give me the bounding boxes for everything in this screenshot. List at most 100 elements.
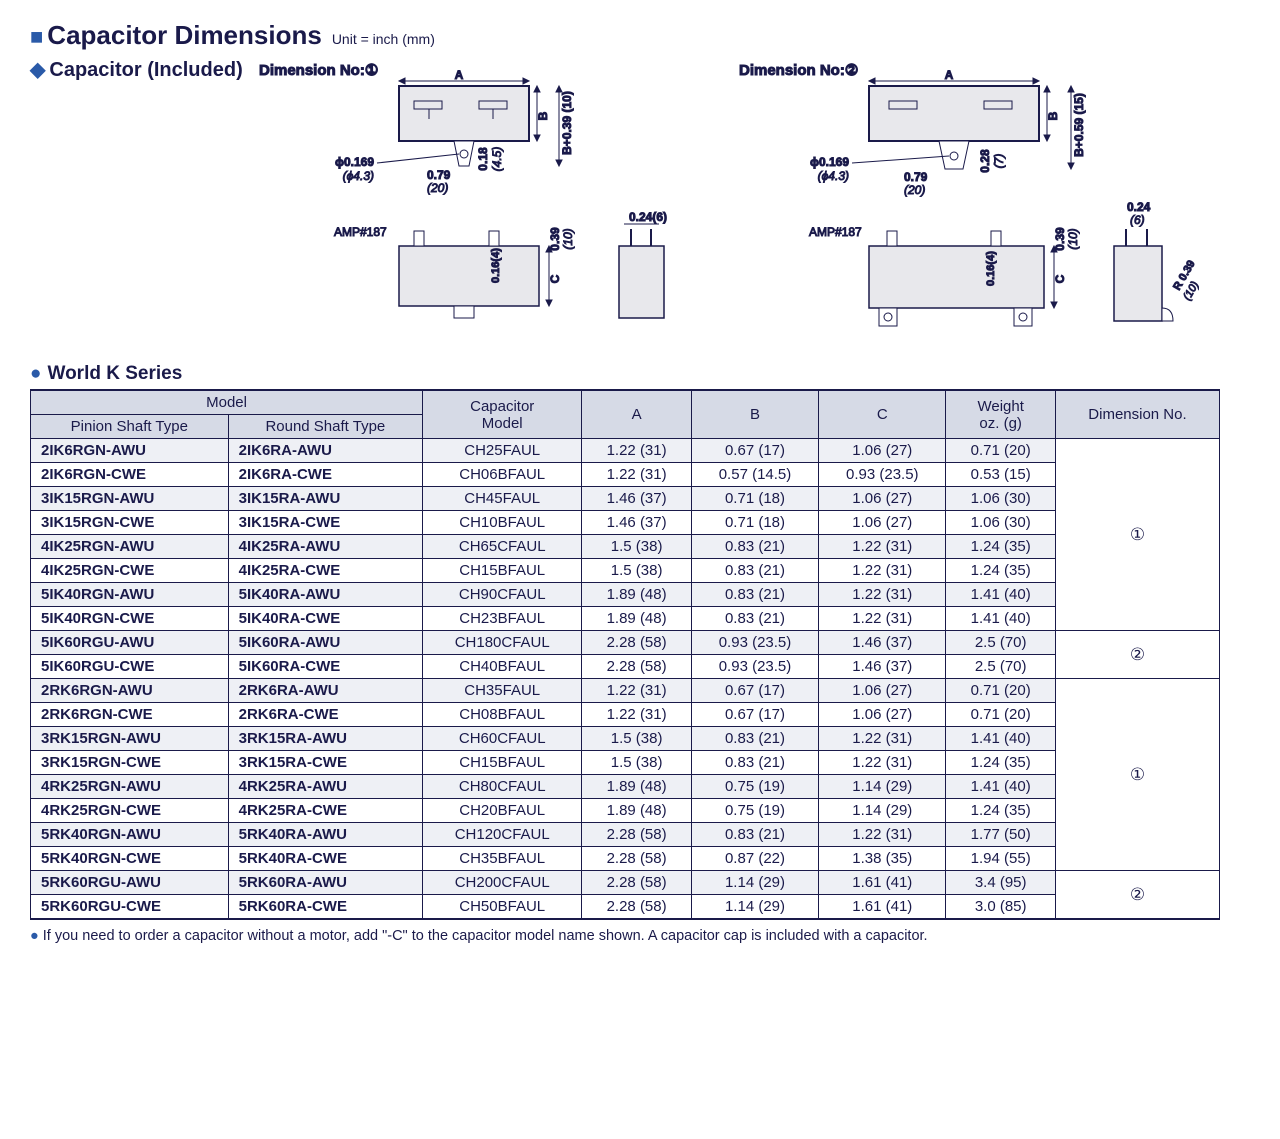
cell-a: 2.28 (58) (582, 847, 692, 871)
th-pinion: Pinion Shaft Type (31, 415, 229, 439)
svg-text:AMP#187: AMP#187 (809, 225, 862, 239)
svg-text:B: B (536, 111, 550, 120)
table-row: 4IK25RGN-AWU 4IK25RA-AWU CH65CFAUL 1.5 (… (31, 535, 1220, 559)
cell-round: 5IK40RA-AWU (228, 583, 422, 607)
cell-round: 2RK6RA-CWE (228, 703, 422, 727)
cell-w: 1.41 (40) (946, 775, 1056, 799)
th-c: C (819, 390, 946, 439)
cell-w: 1.41 (40) (946, 727, 1056, 751)
svg-text:0.16(4): 0.16(4) (985, 251, 997, 286)
svg-text:B: B (1046, 111, 1060, 120)
cell-pinion: 5IK40RGN-CWE (31, 607, 229, 631)
cell-pinion: 2IK6RGN-AWU (31, 439, 229, 463)
diagram-row: Dimension No:① A B B+0.39 ( (259, 61, 1199, 341)
cell-a: 1.46 (37) (582, 487, 692, 511)
cell-cap: CH23BFAUL (423, 607, 582, 631)
cell-round: 5RK40RA-AWU (228, 823, 422, 847)
cell-pinion: 5IK60RGU-CWE (31, 655, 229, 679)
cell-w: 1.06 (30) (946, 511, 1056, 535)
svg-text:C: C (1053, 274, 1067, 283)
cell-b: 0.87 (22) (691, 847, 818, 871)
dimension-drawing-2: Dimension No:② A B B+0.59 (15) ϕ0.169 (ϕ… (739, 61, 1199, 341)
cell-w: 1.77 (50) (946, 823, 1056, 847)
cell-pinion: 3IK15RGN-CWE (31, 511, 229, 535)
cell-pinion: 5IK60RGU-AWU (31, 631, 229, 655)
cell-round: 4RK25RA-CWE (228, 799, 422, 823)
cell-round: 2RK6RA-AWU (228, 679, 422, 703)
table-row: 5RK40RGN-AWU 5RK40RA-AWU CH120CFAUL 2.28… (31, 823, 1220, 847)
cell-cap: CH35FAUL (423, 679, 582, 703)
cell-a: 1.22 (31) (582, 679, 692, 703)
cell-b: 1.14 (29) (691, 895, 818, 920)
svg-text:(ϕ4.3): (ϕ4.3) (817, 169, 848, 183)
cell-a: 1.89 (48) (582, 799, 692, 823)
svg-text:0.79: 0.79 (427, 168, 451, 182)
svg-text:Dimension No:①: Dimension No:① (259, 62, 378, 79)
diagram-2: Dimension No:② A B B+0.59 (15) ϕ0.169 (ϕ… (739, 61, 1199, 341)
cell-c: 1.46 (37) (819, 655, 946, 679)
th-model: Model (31, 390, 423, 415)
svg-text:0.79: 0.79 (904, 170, 928, 184)
cell-round: 3IK15RA-AWU (228, 487, 422, 511)
cell-cap: CH25FAUL (423, 439, 582, 463)
cell-w: 2.5 (70) (946, 631, 1056, 655)
cell-c: 1.38 (35) (819, 847, 946, 871)
cell-pinion: 4RK25RGN-AWU (31, 775, 229, 799)
table-row: 5IK60RGU-AWU 5IK60RA-AWU CH180CFAUL 2.28… (31, 631, 1220, 655)
cell-w: 3.0 (85) (946, 895, 1056, 920)
cell-dimno: ① (1055, 679, 1219, 871)
cell-c: 1.61 (41) (819, 895, 946, 920)
cell-b: 0.83 (21) (691, 727, 818, 751)
svg-text:(7): (7) (992, 154, 1006, 169)
page-title: ■Capacitor Dimensions Unit = inch (mm) (30, 20, 1250, 51)
cell-b: 0.57 (14.5) (691, 463, 818, 487)
svg-text:A: A (944, 68, 953, 82)
cell-b: 0.93 (23.5) (691, 631, 818, 655)
cell-pinion: 5RK40RGN-AWU (31, 823, 229, 847)
subheading-text: Capacitor (Included) (49, 59, 242, 81)
table-row: 4RK25RGN-AWU 4RK25RA-AWU CH80CFAUL 1.89 … (31, 775, 1220, 799)
cell-w: 3.4 (95) (946, 871, 1056, 895)
cell-w: 0.53 (15) (946, 463, 1056, 487)
cell-c: 1.61 (41) (819, 871, 946, 895)
cell-a: 1.5 (38) (582, 751, 692, 775)
cell-a: 1.89 (48) (582, 583, 692, 607)
table-row: 5RK40RGN-CWE 5RK40RA-CWE CH35BFAUL 2.28 … (31, 847, 1220, 871)
svg-text:C: C (548, 274, 562, 283)
cell-c: 1.22 (31) (819, 751, 946, 775)
cell-cap: CH65CFAUL (423, 535, 582, 559)
cell-pinion: 5RK40RGN-CWE (31, 847, 229, 871)
svg-text:0.24(6): 0.24(6) (629, 210, 667, 224)
cell-round: 2IK6RA-CWE (228, 463, 422, 487)
cell-dimno: ② (1055, 631, 1219, 679)
diamond-bullet-icon: ◆ (30, 59, 45, 81)
cell-round: 4IK25RA-AWU (228, 535, 422, 559)
cell-pinion: 4IK25RGN-AWU (31, 535, 229, 559)
cell-pinion: 2RK6RGN-CWE (31, 703, 229, 727)
svg-text:B+0.59 (15): B+0.59 (15) (1072, 93, 1086, 157)
cell-pinion: 3RK15RGN-AWU (31, 727, 229, 751)
table-row: 3IK15RGN-AWU 3IK15RA-AWU CH45FAUL 1.46 (… (31, 487, 1220, 511)
cell-pinion: 4IK25RGN-CWE (31, 559, 229, 583)
svg-text:(4.5): (4.5) (490, 147, 504, 172)
cell-b: 0.71 (18) (691, 511, 818, 535)
cell-w: 1.06 (30) (946, 487, 1056, 511)
cell-pinion: 4RK25RGN-CWE (31, 799, 229, 823)
cell-round: 3RK15RA-AWU (228, 727, 422, 751)
table-row: 3RK15RGN-CWE 3RK15RA-CWE CH15BFAUL 1.5 (… (31, 751, 1220, 775)
cell-round: 5IK60RA-CWE (228, 655, 422, 679)
cell-w: 1.41 (40) (946, 607, 1056, 631)
series-title: World K Series (47, 363, 182, 384)
cell-cap: CH180CFAUL (423, 631, 582, 655)
svg-text:A: A (454, 68, 463, 82)
cell-a: 2.28 (58) (582, 895, 692, 920)
circle-bullet-icon: ● (30, 363, 41, 384)
cell-b: 0.83 (21) (691, 823, 818, 847)
cell-cap: CH120CFAUL (423, 823, 582, 847)
cell-w: 1.94 (55) (946, 847, 1056, 871)
table-row: 2RK6RGN-AWU 2RK6RA-AWU CH35FAUL 1.22 (31… (31, 679, 1220, 703)
cell-b: 0.83 (21) (691, 559, 818, 583)
cell-cap: CH80CFAUL (423, 775, 582, 799)
svg-text:B+0.39 (10): B+0.39 (10) (560, 91, 574, 155)
cell-c: 1.22 (31) (819, 727, 946, 751)
